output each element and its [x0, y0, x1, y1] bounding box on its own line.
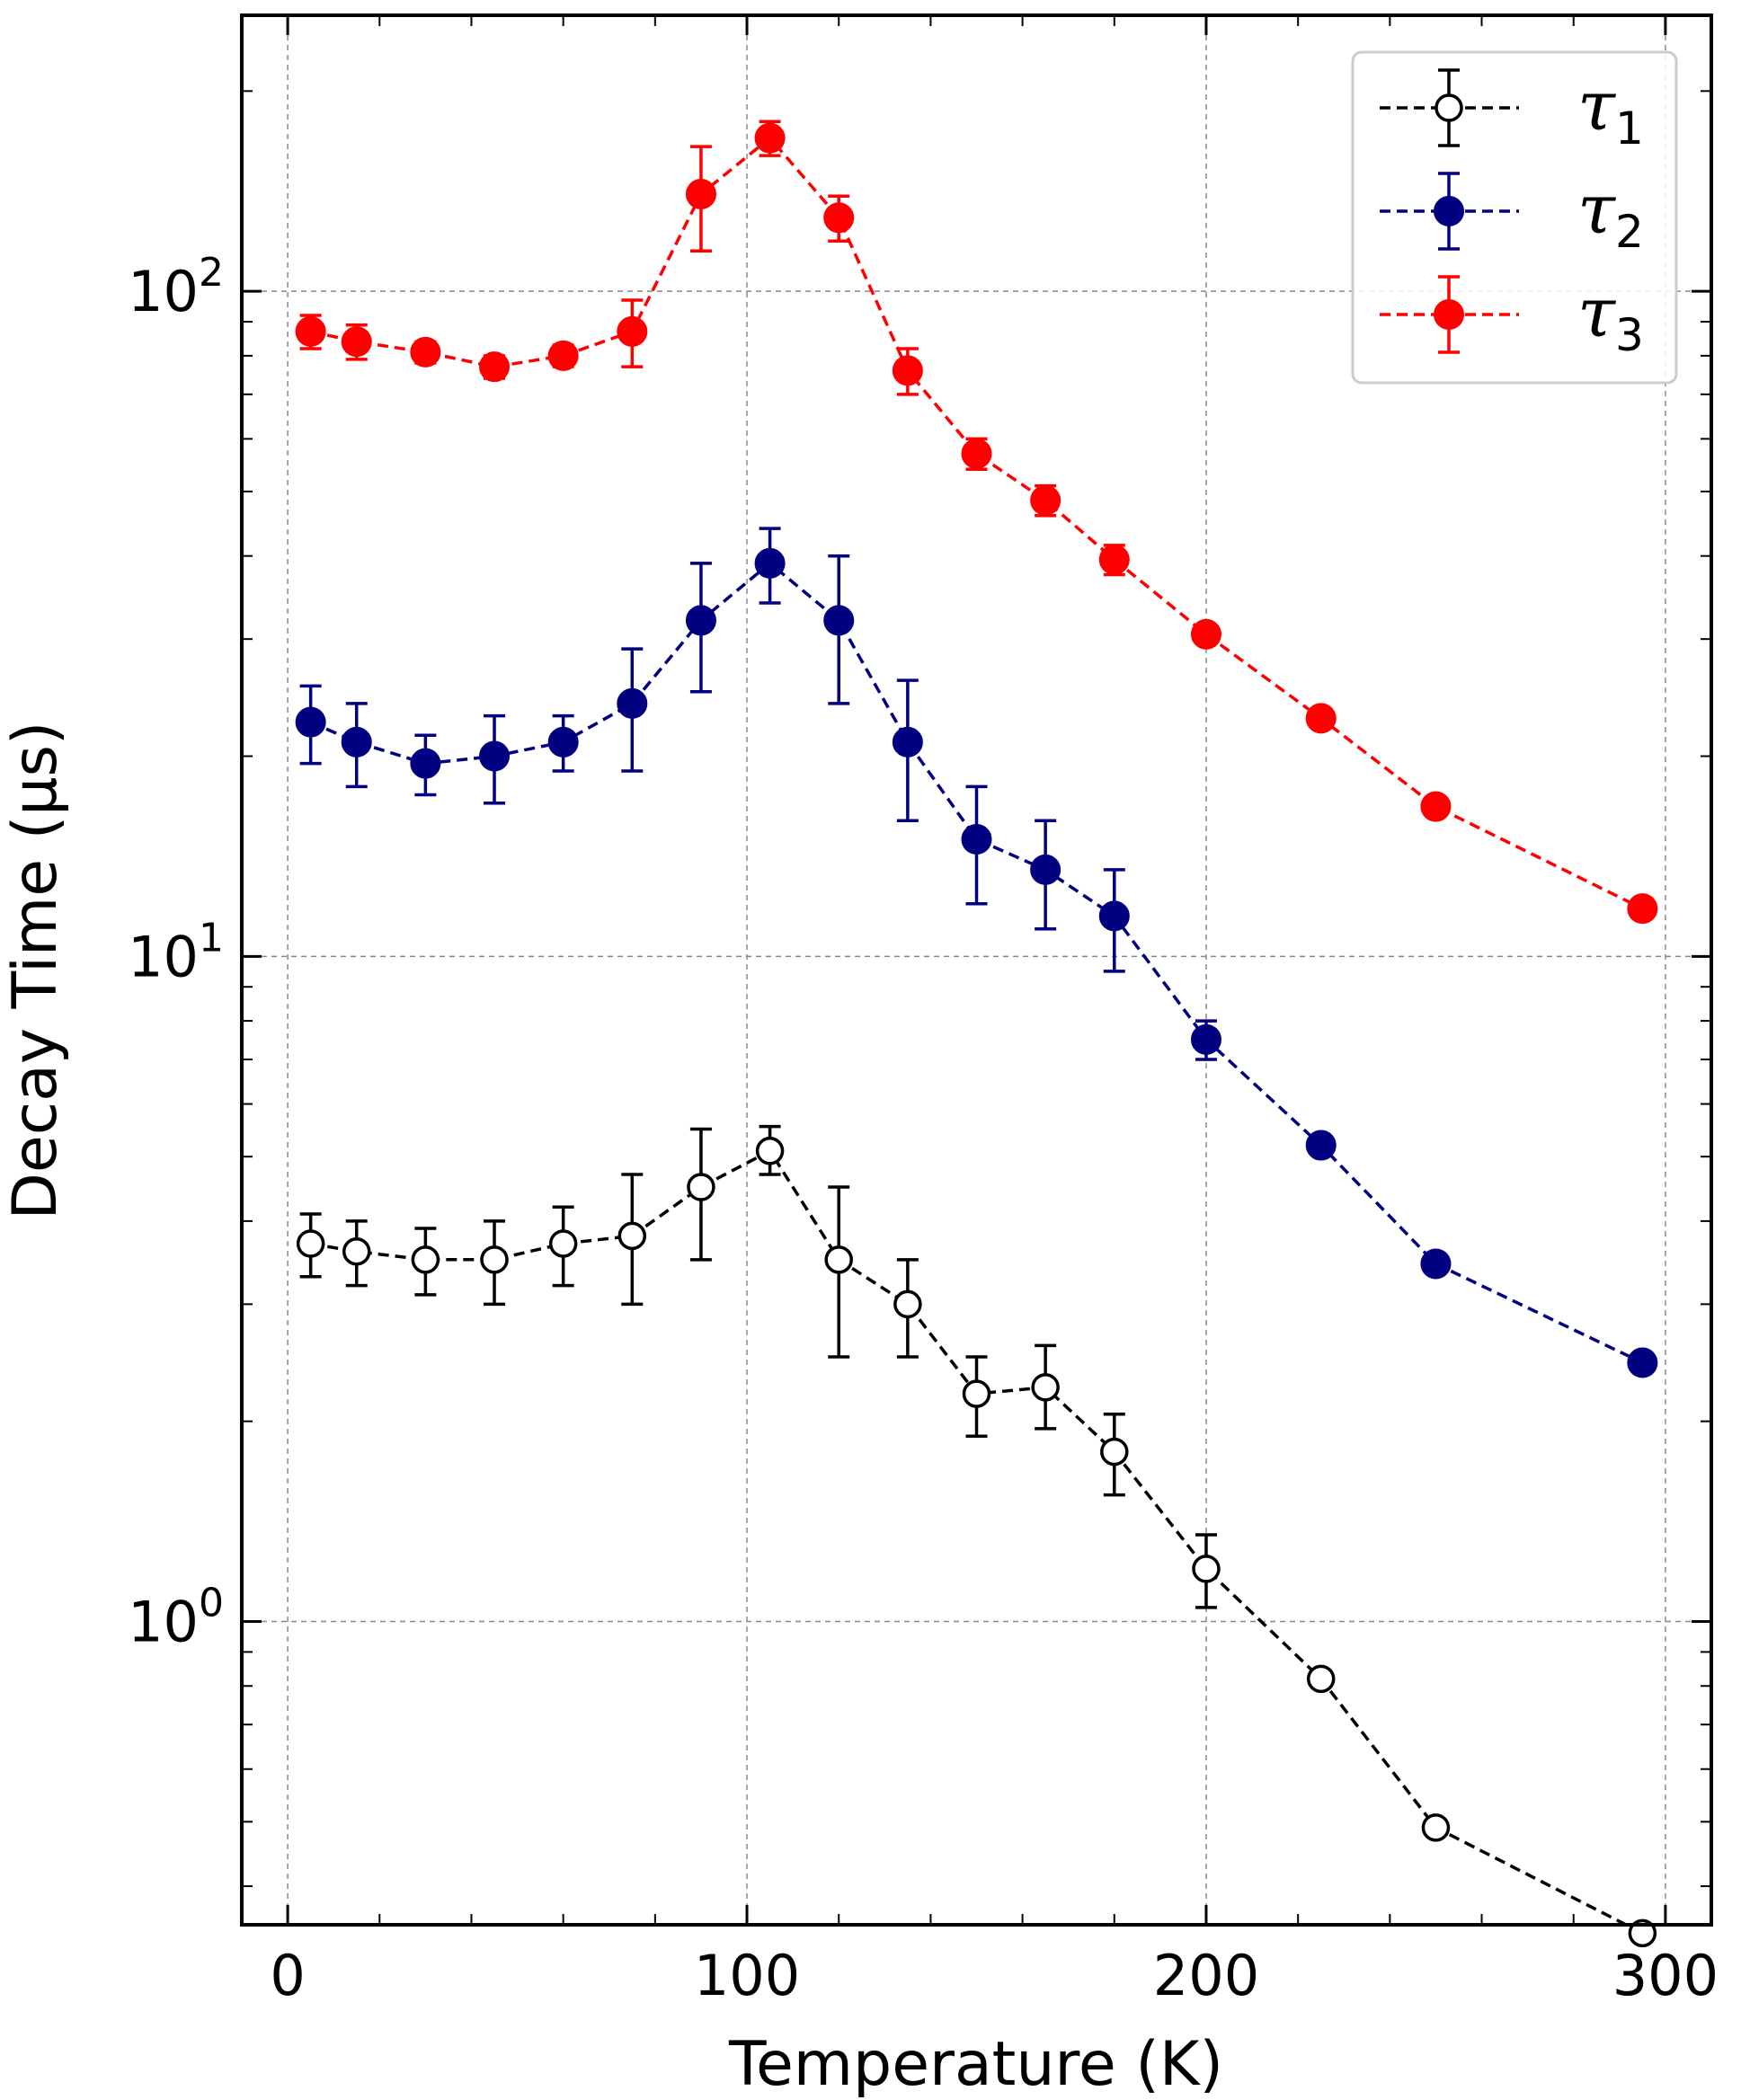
data-point: [295, 706, 326, 738]
data-point: [410, 336, 441, 368]
data-point: [1100, 1437, 1129, 1466]
legend-marker: [1434, 196, 1464, 226]
data-point: [1190, 1023, 1221, 1055]
data-point: [1030, 484, 1061, 516]
data-point: [617, 1221, 647, 1251]
data-point: [479, 740, 511, 772]
data-point: [617, 315, 648, 347]
x-tick-label: 100: [694, 1943, 800, 2008]
data-point: [617, 687, 648, 719]
x-tick-label: 200: [1153, 1943, 1259, 2008]
data-point: [1030, 854, 1061, 885]
data-point: [893, 1289, 922, 1319]
series-line: [310, 136, 1644, 910]
data-point: [754, 547, 786, 579]
data-point: [823, 605, 855, 636]
data-point: [685, 178, 716, 209]
data-point: [342, 1237, 371, 1266]
data-point: [296, 1229, 325, 1258]
data-point: [1031, 1373, 1060, 1402]
data-point: [687, 1173, 715, 1201]
data-point: [1098, 544, 1130, 575]
data-point: [892, 726, 923, 758]
data-point: [547, 340, 579, 371]
data-point: [1192, 1555, 1221, 1583]
data-point: [961, 438, 992, 469]
data-point: [1098, 900, 1130, 932]
legend-box: [1351, 50, 1678, 385]
x-axis-title: Temperature (K): [728, 2029, 1223, 2100]
data-point: [1305, 1130, 1337, 1161]
series-line: [309, 561, 1644, 1365]
data-point: [480, 1245, 509, 1274]
data-point: [548, 1229, 578, 1258]
series-tau-2: [295, 527, 1658, 1378]
y-axis-title: Decay Time (μs): [0, 722, 71, 1220]
data-point: [1305, 703, 1337, 734]
data-point: [823, 202, 855, 234]
data-point: [824, 1245, 853, 1274]
data-point: [1420, 791, 1452, 822]
data-point: [755, 1137, 785, 1165]
data-point: [1627, 893, 1658, 925]
series-layer: [295, 120, 1658, 1948]
legend-marker: [1435, 93, 1463, 122]
series-tau-3: [295, 120, 1658, 925]
data-point: [754, 122, 786, 154]
data-point: [962, 1379, 991, 1408]
data-point: [410, 748, 441, 779]
x-tick-label: 0: [270, 1943, 305, 2008]
data-point: [547, 726, 579, 758]
data-point: [961, 824, 992, 855]
data-point: [1627, 1347, 1658, 1378]
data-point: [685, 605, 716, 636]
legend-marker: [1434, 299, 1464, 330]
legend-label: τ1: [1577, 66, 1644, 155]
data-point: [892, 355, 923, 386]
data-point: [1420, 1248, 1452, 1280]
x-tick-label: 300: [1612, 1943, 1719, 2008]
data-point: [479, 351, 511, 383]
data-point: [341, 326, 372, 358]
data-point: [295, 315, 326, 347]
data-point: [411, 1245, 440, 1274]
axis-ticks: [242, 15, 1711, 1925]
data-point: [341, 726, 372, 758]
data-point: [1421, 1813, 1451, 1842]
data-point: [1190, 618, 1221, 650]
plot-frame: [240, 13, 1713, 1927]
legend-label: τ3: [1577, 272, 1644, 361]
data-point: [1306, 1664, 1336, 1694]
series-tau-1: [296, 1124, 1657, 1948]
data-point: [1628, 1918, 1657, 1948]
